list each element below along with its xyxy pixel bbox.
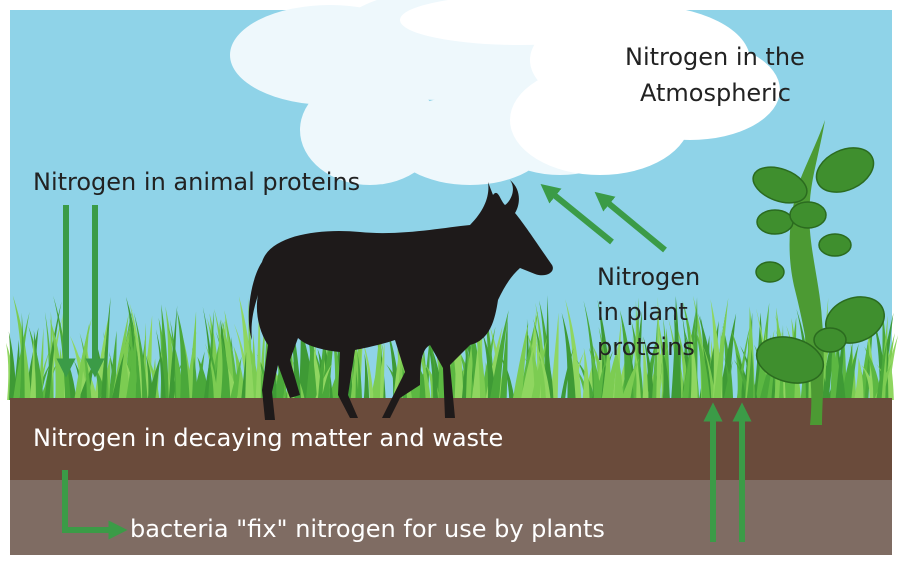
bacteria-label: bacteria "fix" nitrogen for use by plant…	[130, 515, 605, 543]
nitrogen-cycle-diagram: Nitrogen in the Atmospheric Nitrogen in …	[0, 0, 902, 564]
atmosphere-label: Atmospheric	[640, 79, 791, 107]
plant-proteins-label: proteins	[597, 333, 695, 361]
decaying-matter-label: Nitrogen in decaying matter and waste	[33, 424, 503, 452]
plant-proteins-label: in plant	[597, 298, 688, 326]
plant-proteins-label: Nitrogen	[597, 263, 700, 291]
page: Nitrogen in the Atmospheric Nitrogen in …	[0, 0, 902, 564]
atmosphere-label: Nitrogen in the	[625, 43, 805, 71]
animal-proteins-label: Nitrogen in animal proteins	[33, 168, 360, 196]
